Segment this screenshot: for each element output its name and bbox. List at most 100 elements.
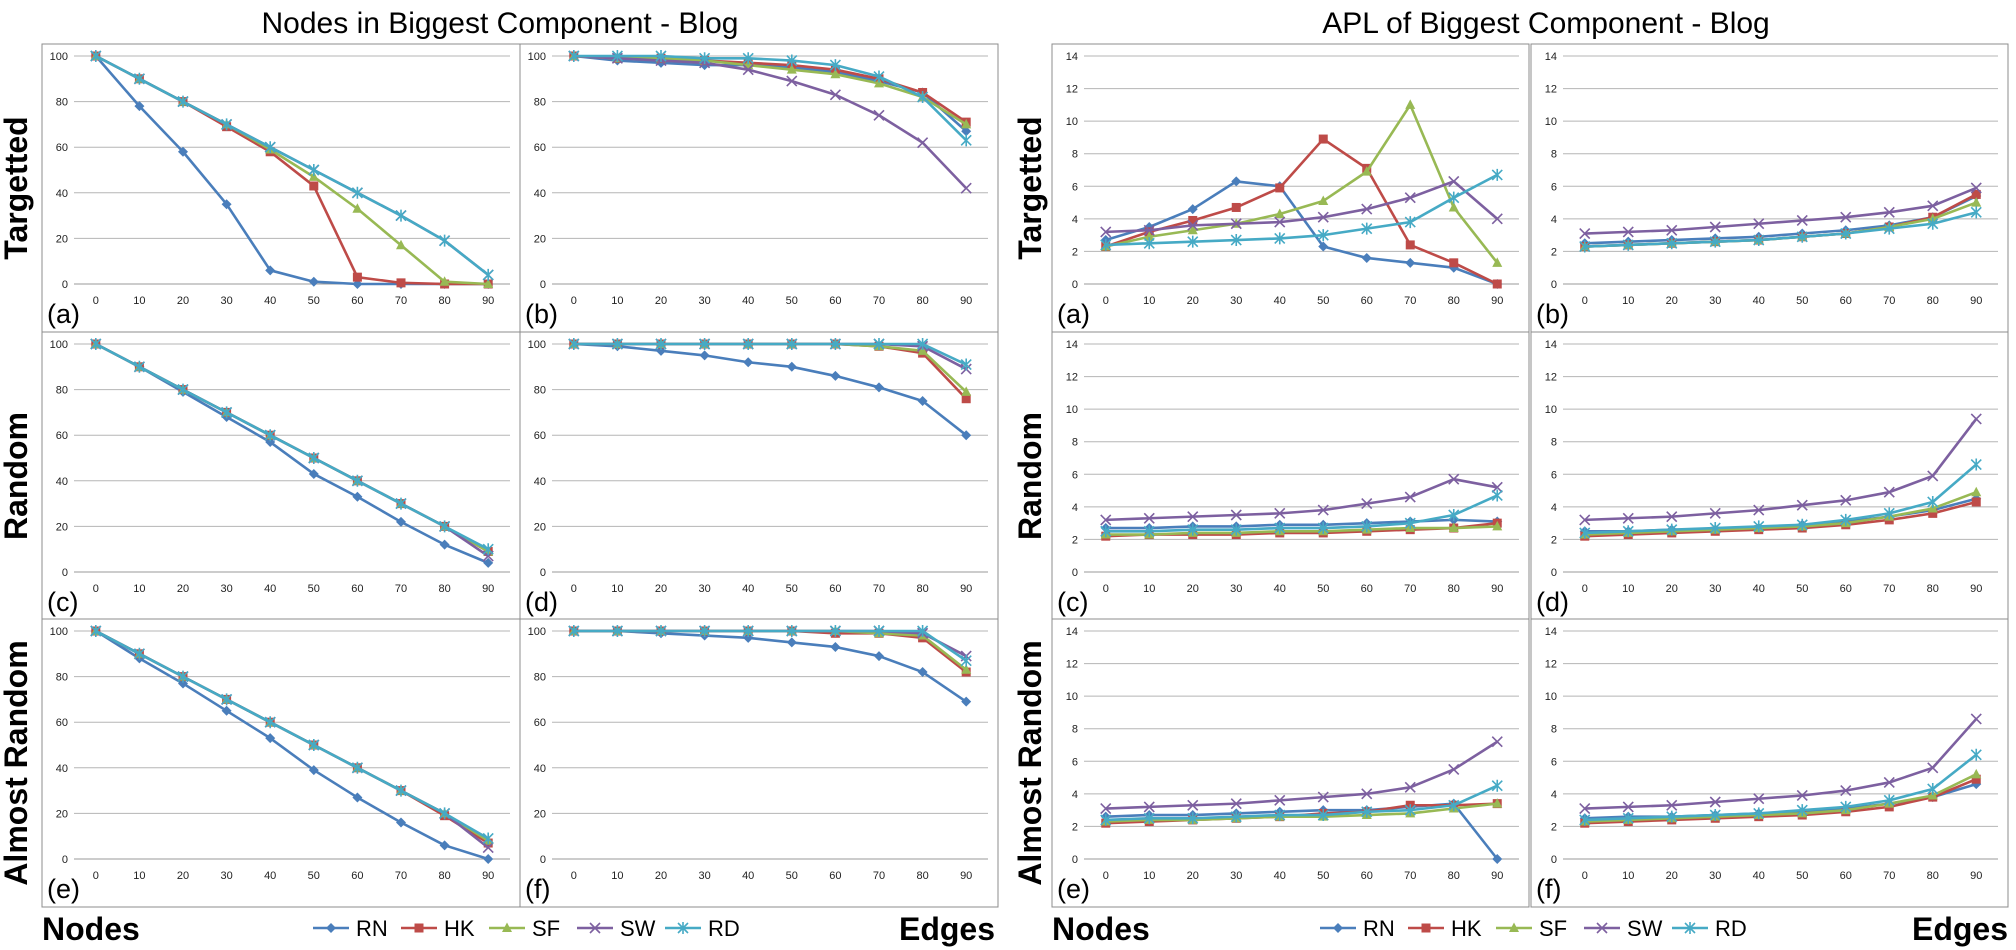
x-tick-label: 90 xyxy=(1970,870,1982,882)
data-point-rn xyxy=(396,516,406,527)
x-tick-label: 50 xyxy=(1317,295,1329,307)
data-point-rd xyxy=(611,625,623,637)
legend-item-sf: SF xyxy=(489,916,560,941)
chart-panel-1-c: 0 2 4 6 8 10 12 14 0 10 20 30 40 50 60 70 80 90 (c) xyxy=(1051,331,1530,621)
data-point-rd xyxy=(1753,234,1765,247)
data-point-rd xyxy=(1404,804,1416,817)
data-point-sw xyxy=(1622,512,1634,524)
data-point-rd xyxy=(611,50,623,62)
series-line-sw xyxy=(1105,180,1499,234)
x-tick-label: 50 xyxy=(1796,583,1808,595)
x-tick-label: 90 xyxy=(1970,295,1982,307)
x-tick-label: 20 xyxy=(655,583,667,595)
data-point-sw xyxy=(1448,473,1460,485)
data-point-sw xyxy=(1666,511,1678,523)
legend-item-sw: SW xyxy=(1584,916,1663,941)
data-point-rd xyxy=(1361,805,1373,818)
x-tick-label: 40 xyxy=(264,583,276,595)
series-line-rd xyxy=(95,54,490,276)
data-point-rd xyxy=(1491,168,1503,181)
series-line-rn xyxy=(1105,180,1498,286)
series-line-sw xyxy=(1584,418,1978,522)
data-point-rd xyxy=(699,338,711,350)
chart-panel-0-c: 0 20 40 60 80 100 0 10 20 30 40 50 60 70 80 90 (c) xyxy=(41,331,521,621)
legend-label: HK xyxy=(444,916,475,941)
x-tick-label: 40 xyxy=(742,870,754,882)
data-point-rd xyxy=(90,50,102,62)
chart-panel-1-a: 0 2 4 6 8 10 12 14 0 10 20 30 40 50 60 70 80 90 (a) xyxy=(1051,43,1530,333)
data-point-rd xyxy=(1448,799,1460,812)
data-point-sw xyxy=(1709,221,1721,233)
data-point-sw xyxy=(1274,794,1286,806)
y-tick-label: 8 xyxy=(1072,149,1078,161)
data-point-sw xyxy=(1970,413,1982,425)
legend-marker xyxy=(1684,922,1696,934)
data-point-hk xyxy=(1188,215,1198,225)
data-point-sw xyxy=(1970,713,1982,725)
data-point-sw xyxy=(1666,799,1678,811)
x-tick-label: 60 xyxy=(1361,870,1373,882)
data-point-rd xyxy=(1622,238,1634,251)
data-point-rd xyxy=(395,209,407,222)
series-line-rd xyxy=(95,629,489,840)
x-tick-label: 80 xyxy=(1927,870,1939,882)
data-point-sw xyxy=(1448,763,1460,775)
data-point-rd xyxy=(395,784,407,797)
y-tick-label: 2 xyxy=(1551,246,1557,258)
y-tick-label: 14 xyxy=(1545,626,1557,638)
data-point-rd xyxy=(917,91,929,104)
data-point-sf xyxy=(1492,257,1503,267)
x-tick-label: 50 xyxy=(786,295,798,307)
panel-label: (b) xyxy=(525,299,558,329)
data-point-rd xyxy=(482,832,494,845)
series-line-rd xyxy=(1584,463,1978,535)
chart-panel-1-b: 0 2 4 6 8 10 12 14 0 10 20 30 40 50 60 70 80 90 (b) xyxy=(1530,43,2009,333)
x-tick-label: 30 xyxy=(698,295,710,307)
x-tick-label: 40 xyxy=(1753,295,1765,307)
x-tick-label: 50 xyxy=(786,583,798,595)
data-point-rn xyxy=(221,199,232,210)
chart-panel-0-b: 0 20 40 60 80 100 0 10 20 30 40 50 60 70 80 90 (b) xyxy=(519,43,999,333)
data-point-rd xyxy=(829,59,841,72)
panel-frame xyxy=(1530,331,2009,621)
data-point-rn xyxy=(1492,854,1503,864)
series-line-sf xyxy=(1105,103,1499,264)
x-tick-label: 90 xyxy=(1491,870,1503,882)
x-tick-label: 30 xyxy=(698,583,710,595)
data-point-rd xyxy=(1753,807,1765,820)
x-tick-label: 0 xyxy=(93,870,99,882)
data-point-rd xyxy=(917,338,929,350)
y-tick-label: 4 xyxy=(1072,789,1078,801)
series-line-hk xyxy=(1105,137,1498,286)
legend-item-rd: RD xyxy=(665,916,740,941)
data-point-sf xyxy=(961,118,972,129)
data-point-rd xyxy=(1927,495,1939,508)
panel-label: (e) xyxy=(47,874,80,904)
data-point-rd xyxy=(1100,525,1112,538)
x-tick-label: 30 xyxy=(220,295,232,307)
data-point-sw xyxy=(960,182,972,194)
series-line-rn xyxy=(95,629,489,861)
legend-marker xyxy=(1421,923,1431,933)
data-point-hk xyxy=(309,181,319,191)
data-point-sf xyxy=(917,345,928,355)
data-point-rn xyxy=(917,667,928,678)
series-line-sf xyxy=(1584,773,1977,823)
x-tick-label: 70 xyxy=(1404,870,1416,882)
legend-label: SF xyxy=(1539,916,1567,941)
data-point-sw xyxy=(1230,218,1242,230)
x-tick-label: 0 xyxy=(571,583,577,595)
data-point-sw xyxy=(1274,216,1286,228)
data-point-rd xyxy=(1579,240,1591,253)
panel-frame xyxy=(519,618,999,908)
y-tick-label: 0 xyxy=(62,854,68,866)
data-point-rn xyxy=(352,491,363,502)
data-point-rd xyxy=(133,360,145,373)
y-tick-label: 80 xyxy=(534,97,546,109)
data-point-sw xyxy=(1317,791,1329,803)
data-point-rn xyxy=(917,396,928,406)
panel-frame xyxy=(519,331,999,621)
y-tick-label: 14 xyxy=(1066,339,1078,351)
data-point-sf xyxy=(396,239,406,250)
series-line-sw xyxy=(1584,186,1977,235)
